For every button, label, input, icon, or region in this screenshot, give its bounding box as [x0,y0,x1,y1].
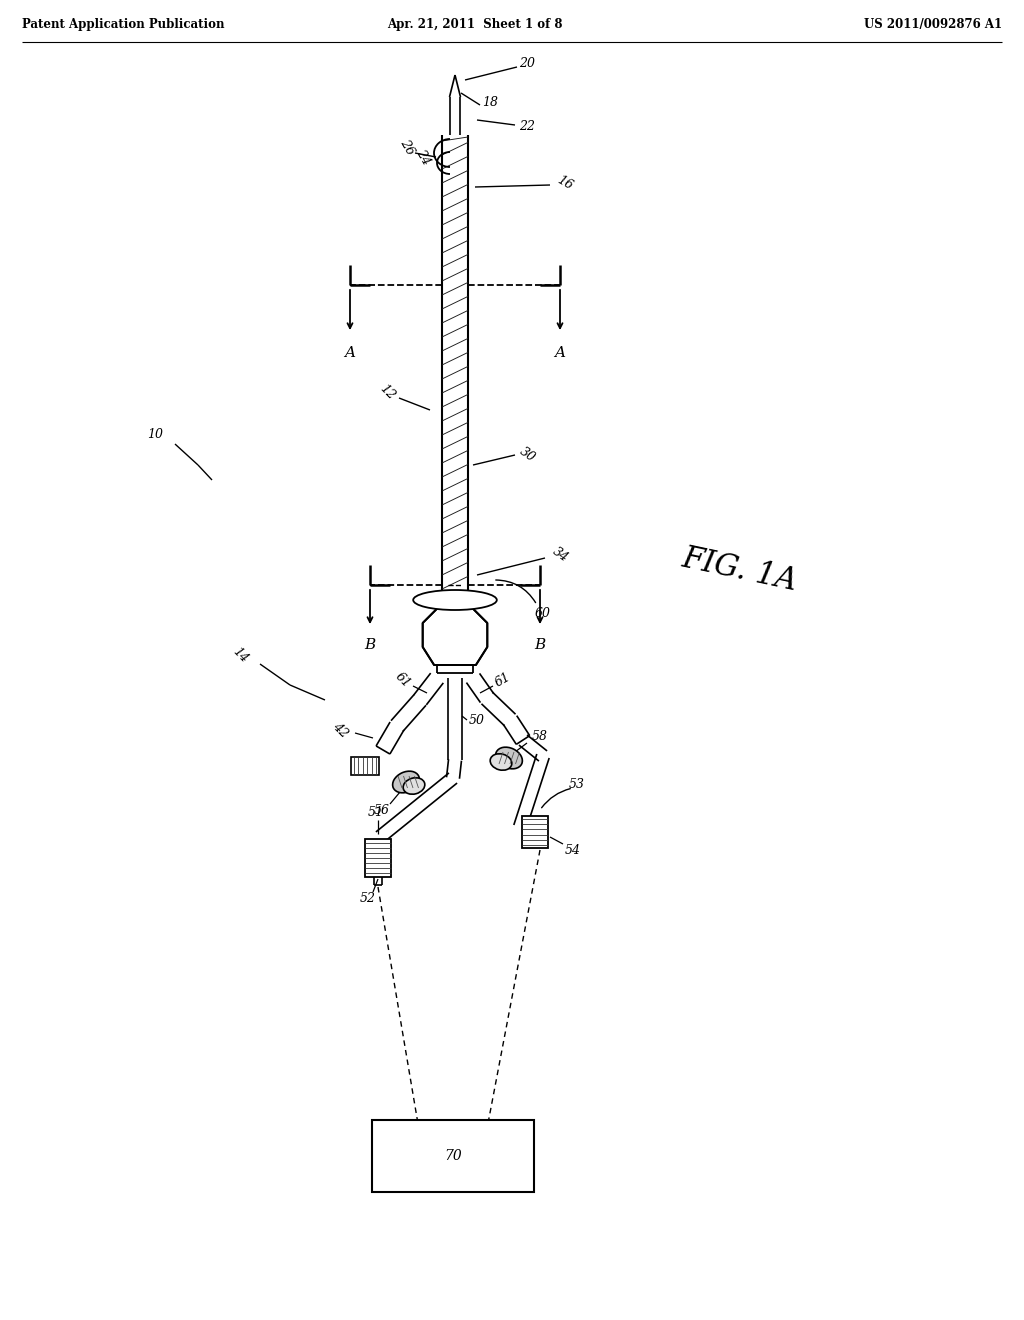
Text: 56: 56 [374,804,390,817]
Text: 53: 53 [569,777,585,791]
Ellipse shape [403,777,425,795]
Text: A: A [555,346,565,360]
Polygon shape [423,605,487,665]
Text: 20: 20 [519,57,535,70]
Bar [365,840,391,876]
Text: 22: 22 [519,120,535,133]
Text: 58: 58 [532,730,548,742]
Text: 51: 51 [368,807,384,820]
FancyBboxPatch shape [522,816,548,847]
Text: 60: 60 [535,606,551,619]
Ellipse shape [490,754,512,771]
FancyBboxPatch shape [351,756,379,775]
Text: B: B [365,638,376,652]
Text: 50: 50 [469,714,485,726]
Text: Apr. 21, 2011  Sheet 1 of 8: Apr. 21, 2011 Sheet 1 of 8 [387,18,563,30]
Bar [372,1119,534,1192]
Text: 54: 54 [565,843,581,857]
Text: 12: 12 [377,381,397,403]
Text: 42: 42 [330,719,350,741]
Text: 24: 24 [414,147,432,168]
Text: 10: 10 [147,429,163,441]
Text: 26: 26 [397,137,417,157]
Text: 14: 14 [229,644,250,665]
Text: 16: 16 [555,173,575,193]
Text: B: B [535,638,546,652]
Text: FIG. 1A: FIG. 1A [680,543,801,598]
Text: 70: 70 [444,1148,462,1163]
Text: Patent Application Publication: Patent Application Publication [22,18,224,30]
Text: US 2011/0092876 A1: US 2011/0092876 A1 [864,18,1002,30]
Ellipse shape [392,771,420,793]
Text: 34: 34 [550,545,570,565]
Ellipse shape [496,747,522,768]
Ellipse shape [414,590,497,610]
Text: 61: 61 [493,671,513,689]
Text: 30: 30 [517,445,538,465]
Text: 18: 18 [482,96,498,110]
Text: 52: 52 [360,892,376,906]
Text: A: A [344,346,355,360]
Text: 61: 61 [393,669,414,690]
